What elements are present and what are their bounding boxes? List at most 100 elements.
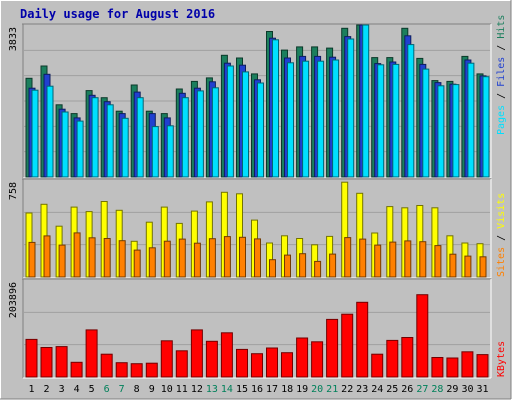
bar-pages-day-19: [302, 60, 310, 178]
bar-sites-day-2: [43, 235, 51, 278]
bar-pages-day-11: [181, 97, 189, 178]
bar-sites-day-24: [374, 244, 382, 278]
day-label-13: 13: [206, 384, 218, 395]
bar-kbytes-day-4: [70, 361, 83, 378]
bar-pages-day-29: [452, 84, 460, 178]
bar-kbytes-day-1: [25, 338, 38, 378]
legend-pages: Pages: [496, 105, 507, 135]
day-label-11: 11: [176, 384, 188, 395]
day-label-5: 5: [89, 384, 95, 395]
bar-sites-day-8: [133, 249, 141, 278]
panel-legend: Sites / Visits: [496, 193, 507, 277]
bar-kbytes-day-24: [371, 353, 384, 378]
bar-sites-day-25: [389, 241, 397, 278]
bar-sites-day-27: [419, 241, 427, 278]
bar-kbytes-day-6: [100, 353, 113, 378]
bar-kbytes-day-13: [205, 340, 218, 378]
bar-pages-day-4: [76, 120, 84, 178]
bar-kbytes-day-27: [416, 294, 429, 378]
day-label-7: 7: [119, 384, 125, 395]
day-label-25: 25: [386, 384, 398, 395]
bar-sites-day-17: [269, 259, 276, 278]
bar-kbytes-day-26: [401, 337, 414, 378]
bar-sites-day-28: [434, 245, 442, 278]
bar-sites-day-22: [344, 237, 352, 278]
bar-pages-day-20: [317, 60, 325, 178]
legend-visits: Visits: [496, 193, 507, 229]
bar-sites-day-10: [163, 240, 171, 278]
day-label-29: 29: [446, 384, 458, 395]
bar-pages-day-26: [407, 44, 415, 178]
panel-ymax-label: 203896: [8, 282, 19, 318]
bar-kbytes-day-10: [160, 340, 173, 378]
bar-sites-day-11: [178, 238, 186, 278]
bar-pages-day-27: [422, 68, 430, 178]
bar-kbytes-day-29: [446, 357, 459, 378]
bar-pages-day-10: [166, 125, 174, 178]
bar-kbytes-day-21: [326, 318, 339, 378]
bar-pages-day-22: [347, 38, 355, 178]
legend-sites: Sites: [496, 247, 507, 277]
bar-sites-day-9: [148, 247, 156, 278]
bar-pages-day-1: [31, 89, 39, 178]
bar-pages-day-18: [287, 62, 294, 178]
panel-ymax-label: 3833: [8, 27, 19, 51]
panel-kbytes: 203896 KBytes: [8, 278, 507, 379]
bar-kbytes-day-9: [145, 362, 158, 378]
day-label-3: 3: [59, 384, 65, 395]
bar-pages-day-30: [467, 62, 475, 178]
bar-kbytes-day-5: [85, 329, 98, 378]
bar-kbytes-day-22: [341, 313, 354, 378]
day-label-30: 30: [461, 384, 473, 395]
day-label-27: 27: [416, 384, 428, 395]
panel-visits-sites: 758 Sites / Visits: [8, 178, 507, 279]
day-label-10: 10: [161, 384, 173, 395]
bar-sites-day-23: [359, 238, 367, 278]
day-label-22: 22: [341, 384, 353, 395]
bar-pages-day-15: [242, 71, 249, 178]
day-label-1: 1: [28, 384, 34, 395]
bar-kbytes-day-12: [190, 329, 203, 378]
day-label-28: 28: [431, 384, 443, 395]
bar-kbytes-day-25: [386, 339, 399, 378]
legend-hits: Hits: [496, 15, 507, 39]
chart-title: Daily usage for August 2016: [20, 7, 215, 21]
bar-pages-day-16: [257, 82, 264, 178]
bar-sites-day-14: [223, 236, 231, 278]
day-label-14: 14: [221, 384, 233, 395]
bar-kbytes-day-3: [55, 346, 68, 378]
bar-kbytes-day-11: [175, 350, 188, 378]
bar-pages-day-25: [392, 63, 400, 178]
bar-pages-day-14: [226, 65, 234, 178]
bar-kbytes-day-14: [220, 332, 233, 378]
bar-pages-day-24: [377, 64, 385, 178]
day-label-15: 15: [236, 384, 248, 395]
legend-separator: /: [496, 229, 507, 247]
bar-pages-day-13: [211, 87, 219, 178]
bar-kbytes-day-30: [461, 351, 474, 378]
panel-legend: Pages / Files / Hits: [496, 15, 507, 135]
bar-sites-day-6: [103, 238, 111, 278]
day-label-19: 19: [296, 384, 308, 395]
bar-pages-day-12: [196, 90, 204, 178]
day-label-2: 2: [43, 384, 49, 395]
bar-pages-day-5: [91, 97, 99, 178]
bar-kbytes-day-7: [115, 362, 128, 378]
legend-separator: /: [496, 87, 507, 105]
bar-pages-day-8: [136, 97, 144, 178]
bar-kbytes-day-16: [251, 353, 263, 378]
bar-sites-day-29: [449, 253, 457, 278]
legend-separator: /: [496, 39, 507, 57]
day-label-9: 9: [149, 384, 155, 395]
bar-kbytes-day-20: [311, 341, 324, 378]
bar-sites-day-30: [464, 255, 472, 278]
day-label-23: 23: [356, 384, 368, 395]
bar-sites-day-16: [254, 238, 261, 278]
bar-pages-day-2: [46, 85, 54, 178]
day-label-6: 6: [104, 384, 110, 395]
legend-files: Files: [496, 57, 507, 87]
bar-kbytes-day-18: [281, 352, 293, 378]
bar-pages-day-31: [482, 76, 490, 178]
bar-pages-day-28: [437, 85, 445, 178]
